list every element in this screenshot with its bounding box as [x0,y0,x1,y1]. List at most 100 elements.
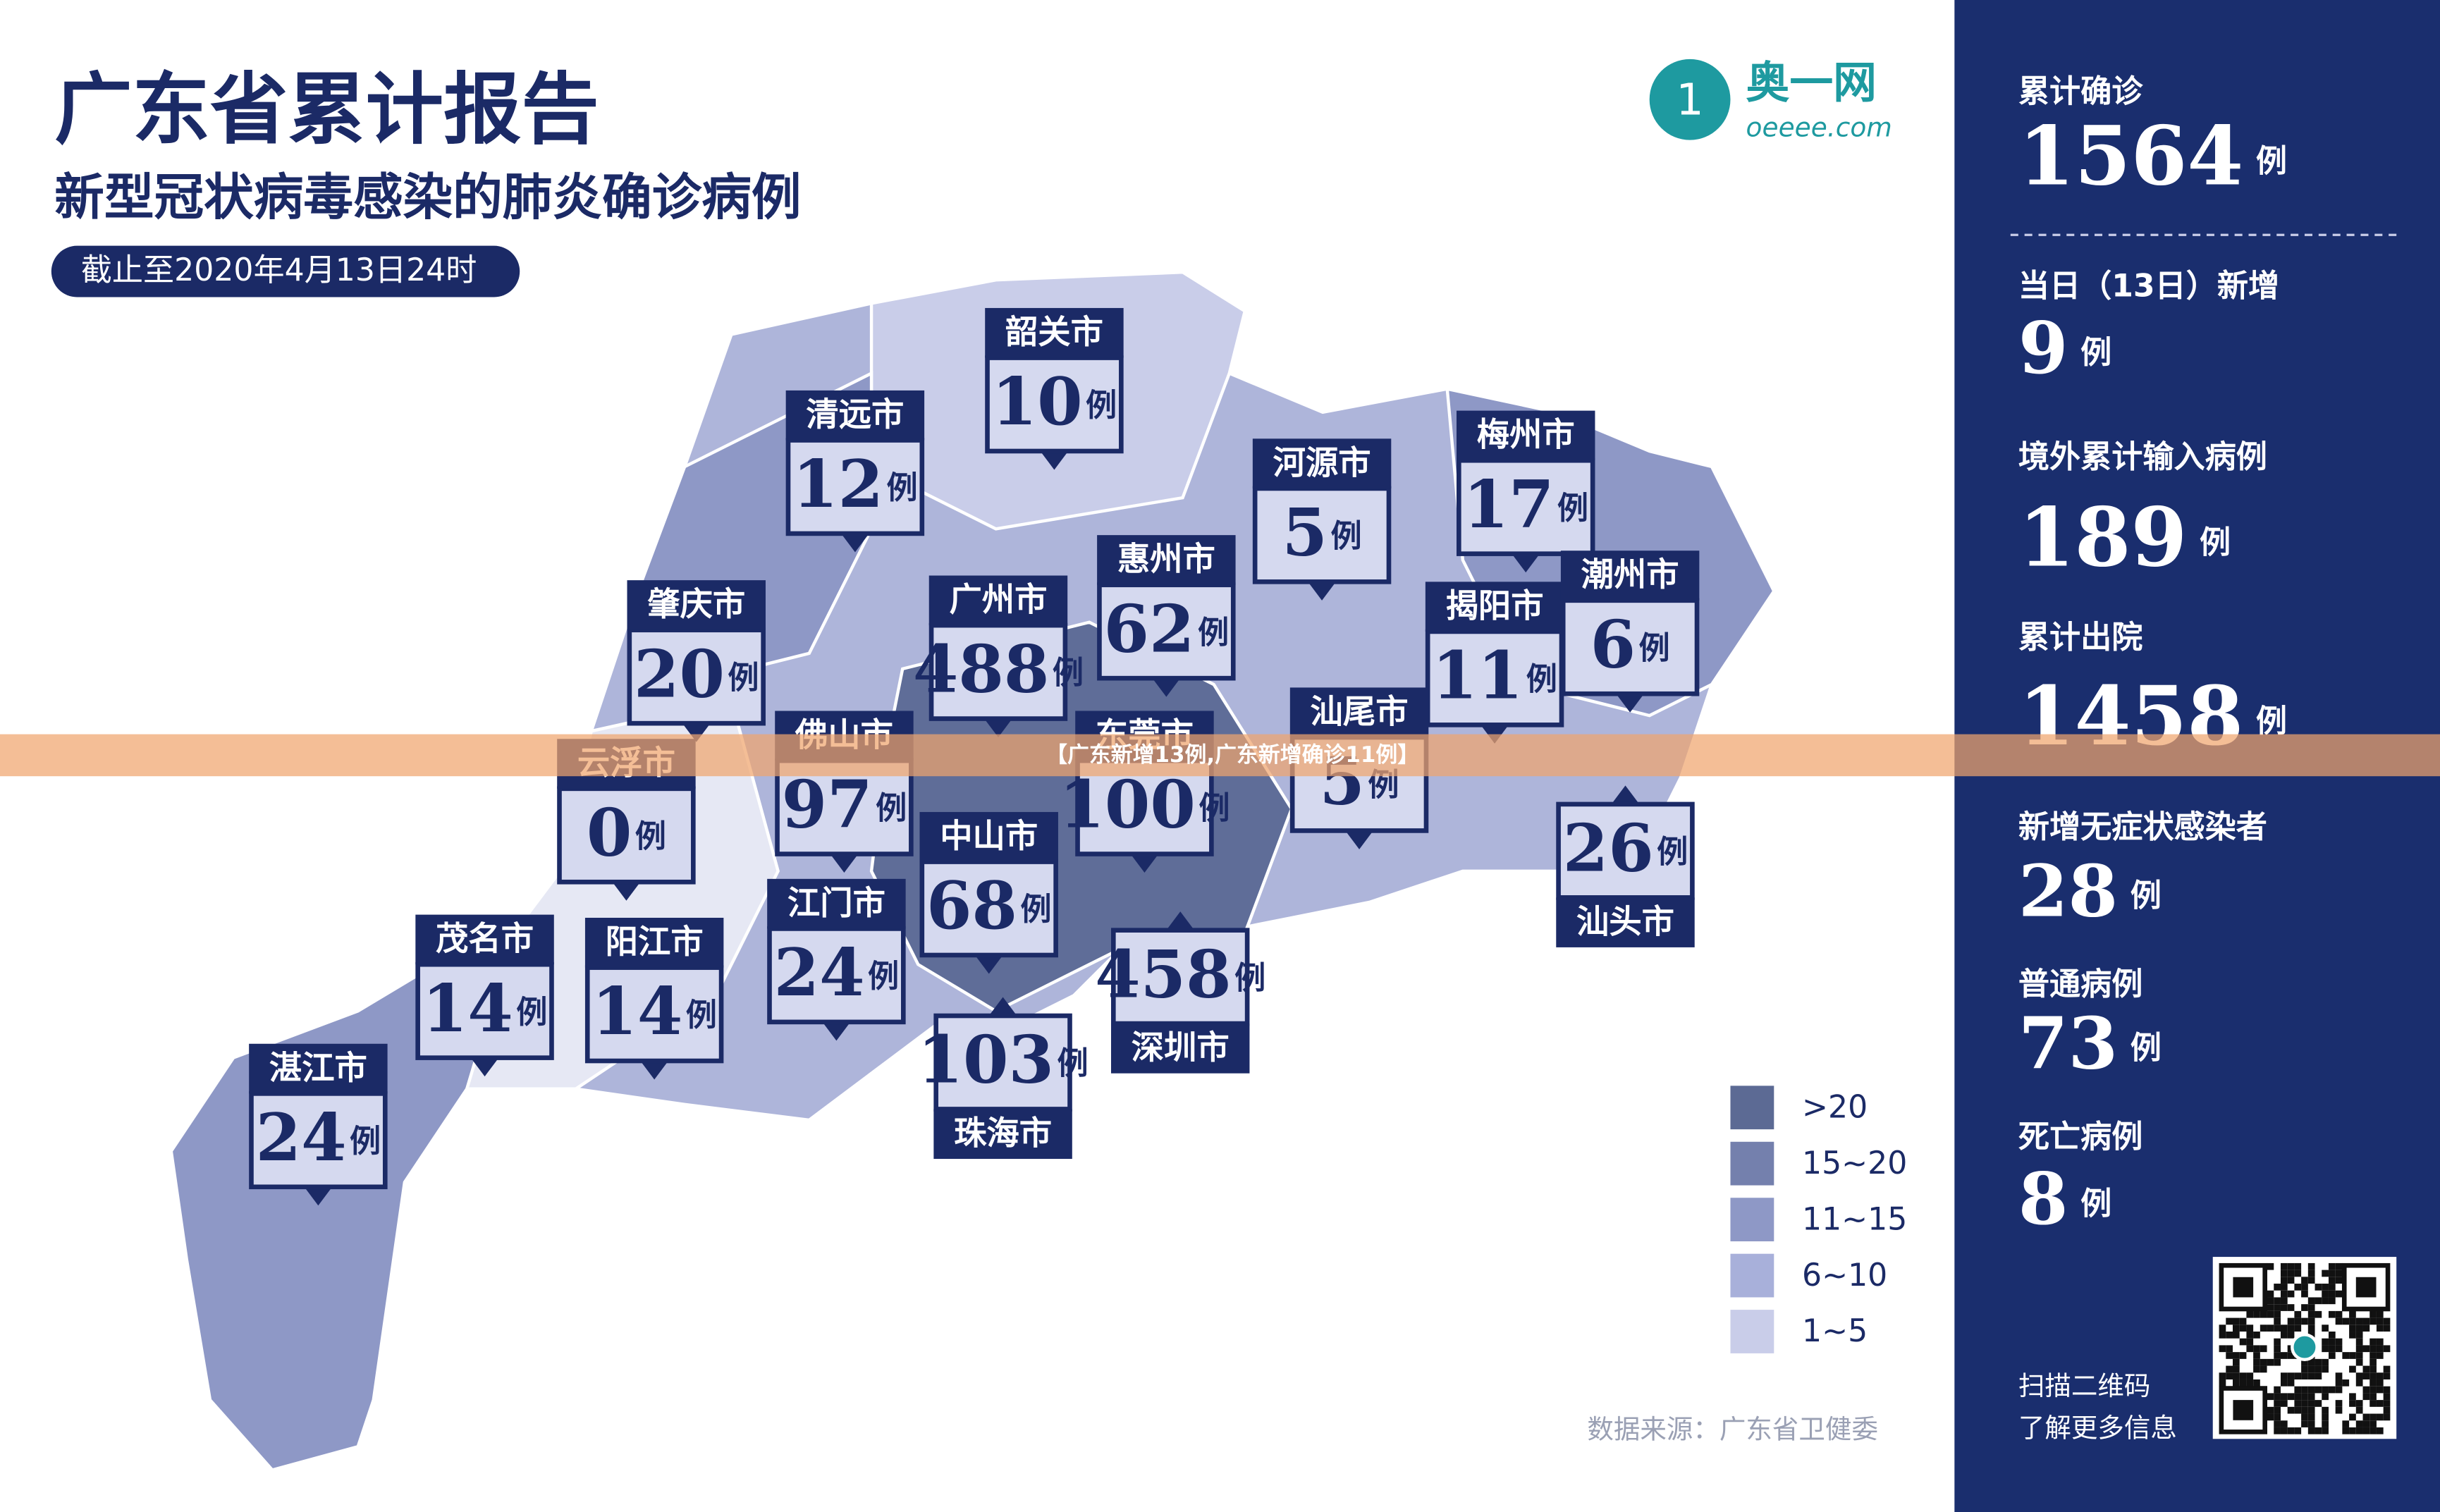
city-name: 珠海市 [954,1114,1052,1152]
qr-cell [2287,1262,2295,1270]
qr-cell [2294,1427,2302,1434]
qr-cell [2274,1393,2281,1401]
qr-cell [2307,1304,2315,1311]
pointer [1345,830,1373,849]
qr-cell [2307,1310,2315,1318]
qr-cell [2280,1420,2288,1427]
qr-cell [2307,1324,2315,1332]
qr-cell [2287,1427,2295,1434]
qr-cell [2253,1332,2260,1339]
qr-cell [2301,1393,2308,1401]
city-count: 103 例 [918,1021,1089,1098]
qr-cell [2274,1358,2281,1366]
qr-cell [2307,1358,2315,1366]
qr-cell [2274,1310,2281,1318]
qr-cell [2376,1372,2384,1379]
count-box [928,622,1068,721]
qr-cell [2370,1338,2377,1346]
qr-cell [2253,1358,2260,1366]
qr-cell [2274,1413,2281,1421]
city-name: 汕尾市 [1311,692,1409,730]
stat-number: 9 [2018,307,2068,391]
count-unit: 例 [1198,790,1230,826]
qr-cell [2274,1427,2281,1434]
qr-cell [2226,1345,2233,1353]
qr-cell [2328,1352,2336,1359]
qr-cell [2315,1297,2322,1305]
qr-cell [2274,1406,2281,1414]
qr-cell [2260,1310,2267,1318]
qr-cell [2362,1372,2370,1379]
qr-cell [2355,1358,2363,1366]
pointer [830,854,859,873]
city-label: 茂名市 14 例 [415,914,554,1077]
qr-cell [2342,1379,2350,1387]
qr-cell [2349,1324,2356,1332]
city-label: 肇庆市 20 例 [627,580,766,742]
qr-cell [2287,1317,2295,1325]
qr-cell [2355,1372,2363,1379]
qr-cell [2280,1352,2288,1359]
qr-cell [2376,1379,2384,1387]
qr-cell [2294,1372,2302,1379]
city-label: 江门市 24 例 [767,878,906,1041]
qr-cell [2349,1400,2356,1407]
qr-cell [2335,1345,2343,1353]
qr-finder [2355,1277,2377,1298]
count-number: 17 [1463,466,1554,543]
qr-cell [2335,1400,2343,1407]
qr-cell [2322,1406,2329,1414]
qr-cell [2322,1365,2329,1373]
qr-cell [2370,1393,2377,1401]
qr-cell [2383,1317,2391,1325]
qr-cell [2246,1324,2254,1332]
qr-cell [2322,1297,2329,1305]
stat-number: 8 [2018,1157,2068,1241]
qr-cell [2370,1386,2377,1394]
qr-cell [2328,1338,2336,1346]
qr-cell [2301,1365,2308,1373]
stat-unit: 例 [2256,143,2287,179]
count-unit: 例 [1557,490,1588,526]
qr-cell [2383,1406,2391,1414]
qr-cell [2335,1277,2343,1284]
qr-cell [2355,1317,2363,1325]
qr-cell [2335,1379,2343,1387]
qr-cell [2307,1372,2315,1379]
qr-cell [2280,1332,2288,1339]
qr-cell [2287,1393,2295,1401]
qr-cell [2349,1393,2356,1401]
qr-logo [2291,1333,2319,1361]
city-label: 潮州市 6 例 [1560,551,1700,713]
qr-cell [2370,1372,2377,1379]
qr-cell [2294,1284,2302,1291]
count-box [1560,598,1700,696]
city-name: 深圳市 [1132,1028,1230,1067]
count-unit: 例 [1198,615,1229,651]
legend-label: >20 [1802,1089,1868,1125]
count-number: 62 [1104,591,1195,668]
qr-cell [2294,1324,2302,1332]
city-label: 深圳市 458 例 [1095,911,1265,1074]
qr-cell [2301,1317,2308,1325]
qr-cell [2287,1304,2295,1311]
qr-cell [2246,1379,2254,1387]
qr-cell [2328,1386,2336,1394]
qr-cell [2328,1310,2336,1318]
count-number: 14 [422,970,513,1047]
qr-cell [2260,1358,2267,1366]
stat-unit: 例 [2256,703,2287,739]
name-header [1252,438,1392,488]
qr-cell [2376,1386,2384,1394]
qr-finder [2341,1262,2391,1312]
qr-cell [2322,1358,2329,1366]
qr-cell [2355,1352,2363,1359]
qr-cell [2294,1310,2302,1318]
qr-cell [2328,1284,2336,1291]
qr-cell [2335,1262,2343,1270]
city-count: 62 例 [1104,591,1230,668]
qr-cell [2219,1379,2226,1387]
qr-cell [2307,1400,2315,1407]
